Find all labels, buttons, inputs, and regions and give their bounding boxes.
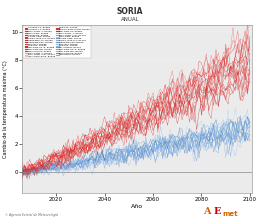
X-axis label: Año: Año (131, 204, 143, 209)
Legend: ACCESS1.0, RCP85, ACCESS1.3, RCP85, BCC-CSM1-1, RCP85, BNU-ESM, RCP85, CanESM2, : ACCESS1.0, RCP85, ACCESS1.3, RCP85, BCC-… (23, 26, 91, 58)
Text: © Agencia Estatal de Meteorología: © Agencia Estatal de Meteorología (5, 213, 58, 217)
Text: E: E (213, 207, 221, 216)
Text: A: A (203, 207, 210, 216)
Text: met: met (222, 211, 238, 217)
Y-axis label: Cambio de la temperatura máxima (°C): Cambio de la temperatura máxima (°C) (3, 60, 8, 158)
Text: ANUAL: ANUAL (121, 17, 139, 22)
Text: SORIA: SORIA (117, 7, 143, 15)
